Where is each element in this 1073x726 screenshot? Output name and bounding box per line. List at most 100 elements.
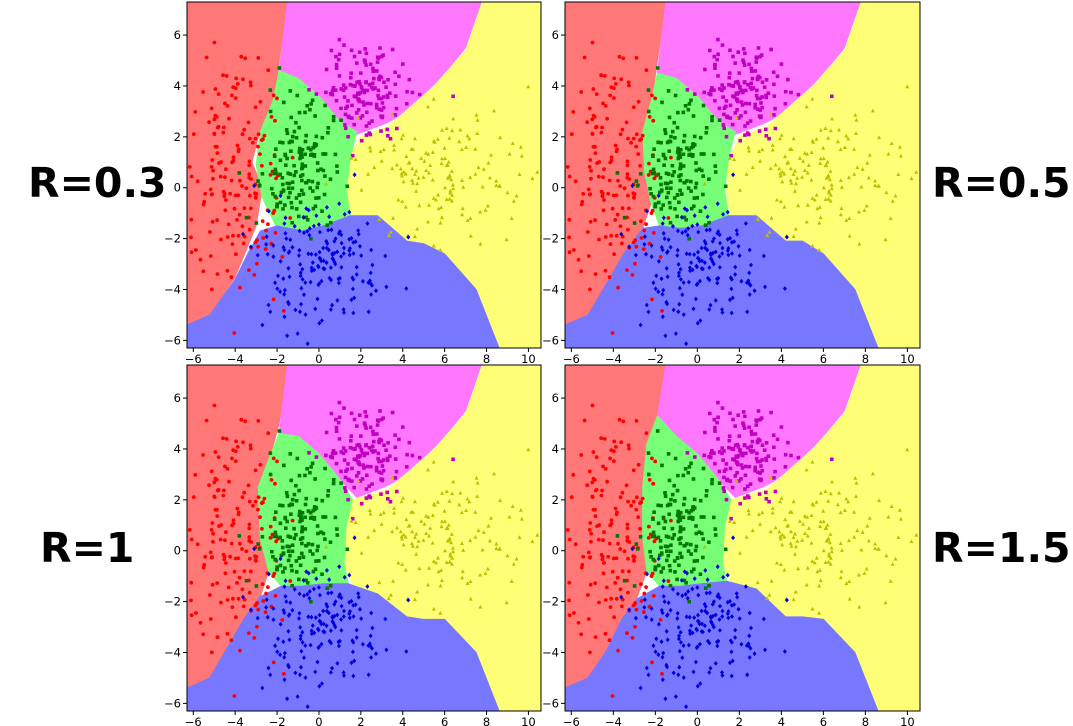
point-green <box>666 553 671 558</box>
point-magenta <box>741 410 746 414</box>
point-green <box>665 558 669 563</box>
point-blue <box>681 643 686 648</box>
point-red <box>625 175 630 180</box>
point-blue <box>656 556 661 562</box>
point-yellow <box>494 183 499 187</box>
point-yellow <box>526 84 531 89</box>
point-magenta <box>733 424 737 428</box>
point-green <box>678 525 683 529</box>
x-tick-label: 4 <box>778 352 785 366</box>
point-red <box>588 192 593 197</box>
point-red <box>588 555 593 559</box>
point-red <box>629 503 633 508</box>
point-magenta <box>351 83 355 88</box>
point-yellow <box>422 522 427 526</box>
point-green <box>284 163 288 167</box>
point-blue <box>702 260 707 266</box>
point-magenta <box>363 47 367 51</box>
point-blue <box>659 607 664 613</box>
point-blue <box>312 630 317 636</box>
point-blue <box>676 636 681 642</box>
point-blue <box>347 252 352 258</box>
point-yellow <box>732 157 737 161</box>
point-yellow <box>896 172 901 176</box>
point-yellow <box>507 514 512 519</box>
point-green <box>667 200 672 205</box>
point-green <box>292 163 296 168</box>
point-magenta <box>356 471 361 475</box>
point-green <box>289 200 294 205</box>
point-red <box>254 196 258 200</box>
point-red <box>652 176 657 181</box>
point-red <box>609 85 614 89</box>
point-red <box>255 238 259 243</box>
point-red <box>572 248 576 252</box>
point-blue <box>339 617 344 622</box>
point-magenta <box>735 79 740 84</box>
point-blue <box>663 333 668 339</box>
point-red <box>634 144 639 149</box>
point-magenta <box>750 439 755 444</box>
point-yellow <box>378 149 383 153</box>
point-red <box>599 73 603 78</box>
point-blue <box>661 287 666 293</box>
y-tick-label: 0 <box>552 544 559 558</box>
y-tick-label: −4 <box>542 282 559 296</box>
point-magenta <box>388 136 393 141</box>
point-blue <box>696 619 701 624</box>
point-yellow <box>818 161 823 166</box>
point-yellow <box>800 538 805 542</box>
x-tick-label: 0 <box>694 352 701 366</box>
point-red <box>631 105 636 110</box>
point-yellow <box>812 197 817 202</box>
point-magenta <box>724 99 729 103</box>
point-yellow <box>438 247 443 252</box>
point-blue <box>694 282 699 288</box>
point-magenta <box>393 476 398 480</box>
point-yellow <box>793 226 798 231</box>
point-magenta <box>385 93 390 98</box>
point-magenta <box>755 439 760 444</box>
point-blue <box>713 249 718 255</box>
point-magenta <box>713 66 717 70</box>
point-magenta <box>359 85 364 89</box>
x-tick-label: 10 <box>521 352 536 366</box>
point-yellow <box>483 571 488 575</box>
point-red <box>215 125 220 130</box>
point-green <box>290 220 294 225</box>
point-red <box>653 96 658 101</box>
point-magenta <box>384 448 388 452</box>
point-yellow <box>390 112 395 116</box>
point-yellow <box>468 175 473 180</box>
point-red <box>241 77 245 82</box>
point-magenta <box>716 400 720 405</box>
point-yellow <box>395 162 399 167</box>
point-red <box>622 549 627 554</box>
point-blue <box>369 247 374 253</box>
point-blue <box>315 659 320 665</box>
point-magenta <box>742 63 747 67</box>
point-green <box>668 139 673 144</box>
point-yellow <box>805 151 810 156</box>
point-red <box>224 167 228 172</box>
point-blue <box>677 648 682 654</box>
point-magenta <box>345 104 350 109</box>
point-blue <box>317 592 322 598</box>
point-green <box>313 204 318 208</box>
x-tick-label: 8 <box>862 352 869 366</box>
point-magenta <box>712 417 717 422</box>
point-green <box>299 515 304 519</box>
point-red <box>219 600 223 605</box>
point-red <box>263 610 268 614</box>
point-magenta <box>760 468 764 473</box>
point-magenta <box>331 86 336 90</box>
point-magenta <box>725 114 729 119</box>
point-yellow <box>888 579 893 583</box>
point-red <box>631 499 636 504</box>
point-blue <box>695 683 700 689</box>
point-yellow <box>788 178 793 182</box>
point-blue <box>743 221 748 226</box>
point-green <box>306 509 311 513</box>
point-blue <box>654 636 659 642</box>
point-magenta <box>741 453 745 458</box>
